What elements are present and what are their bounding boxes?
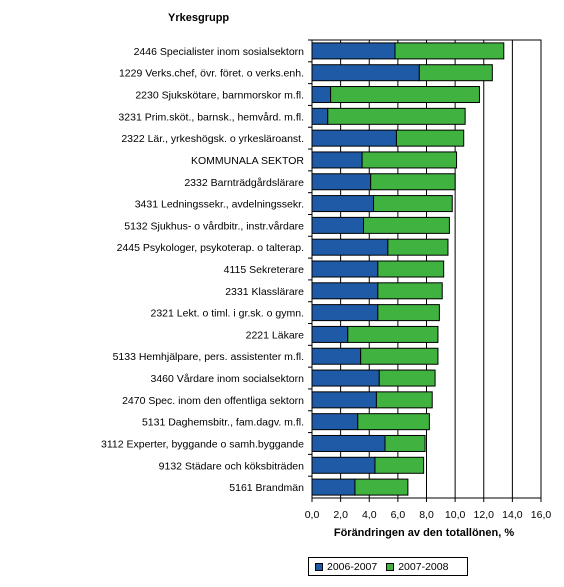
- legend-item-series-1: 2006-2007: [315, 561, 377, 573]
- category-label: 3431 Ledningssekr., avdelningssekr.: [135, 199, 304, 211]
- bar-series-1: [311, 369, 380, 387]
- bar-series-1: [311, 195, 375, 213]
- bar-series-2: [384, 434, 426, 452]
- x-tick-label: 0,0: [305, 509, 320, 521]
- bar-series-1: [311, 325, 349, 343]
- category-label: 2322 Lär., yrkeshögsk. o yrkesläroanst.: [121, 133, 304, 145]
- bar-series-2: [374, 456, 425, 474]
- x-tick-label: 8,0: [419, 509, 434, 521]
- bar-series-1: [311, 151, 363, 169]
- legend-label-series-2: 2007-2008: [398, 560, 449, 573]
- bar-series-1: [311, 434, 386, 452]
- x-tick-label: 14,0: [502, 509, 523, 521]
- bars: [311, 42, 505, 496]
- bar-series-1: [311, 413, 359, 431]
- bar-series-1: [311, 216, 365, 234]
- category-label: 5161 Brandmän: [229, 482, 304, 494]
- bar-series-2: [347, 325, 439, 343]
- bar-series-2: [354, 478, 409, 496]
- category-label: 2332 Barnträdgårdslärare: [184, 177, 304, 189]
- bar-series-1: [311, 173, 372, 191]
- bar-series-2: [363, 216, 450, 234]
- bar-series-2: [370, 173, 456, 191]
- bar-series-1: [311, 260, 379, 278]
- category-label: 4115 Sekreterare: [224, 264, 305, 276]
- legend-swatch-series-1: [315, 562, 323, 571]
- bar-series-2: [387, 238, 449, 256]
- bar-series-2: [377, 260, 445, 278]
- category-label: 2331 Klasslärare: [225, 286, 304, 298]
- x-tick-label: 10,0: [445, 509, 466, 521]
- bar-series-1: [311, 347, 362, 365]
- bar-series-2: [378, 369, 436, 387]
- category-header: Yrkesgrupp: [168, 12, 229, 24]
- bar-series-1: [311, 64, 420, 82]
- x-tick-label: 6,0: [391, 509, 406, 521]
- category-label: 2446 Specialister inom sosialsektorn: [134, 46, 305, 58]
- bar-series-2: [394, 42, 505, 60]
- bar-series-1: [311, 86, 332, 104]
- bar-series-2: [418, 64, 493, 82]
- bar-series-1: [311, 304, 379, 322]
- x-tick-label: 2,0: [333, 509, 348, 521]
- category-label: 9132 Städare och köksbiträden: [159, 460, 305, 472]
- bar-series-2: [373, 195, 453, 213]
- category-label: 2445 Psykologer, psykoterap. o talterap.: [117, 242, 304, 254]
- bar-series-1: [311, 107, 329, 125]
- bar-series-2: [377, 282, 443, 300]
- bar-series-1: [311, 456, 376, 474]
- legend-label-series-1: 2006-2007: [327, 560, 378, 573]
- legend: 2006-2007 2007-2008: [308, 557, 468, 576]
- bar-series-1: [311, 129, 397, 147]
- x-tick-label: 4,0: [362, 509, 377, 521]
- bar-series-1: [311, 42, 396, 60]
- category-label: 2321 Lekt. o timl. i gr.sk. o gymn.: [151, 308, 305, 320]
- legend-swatch-series-2: [386, 562, 395, 571]
- category-label: 5132 Sjukhus- o vårdbitr., instr.vårdare: [124, 220, 304, 232]
- category-label: 2230 Sjukskötare, barnmorskor m.fl.: [135, 90, 304, 102]
- tick-labels: 0,0 2,0 4,0 6,0 8,0 10,0 12,0 14,0 16,0: [305, 509, 552, 521]
- bar-series-1: [311, 238, 389, 256]
- category-label: 3460 Vårdare inom socialsektorn: [150, 373, 304, 385]
- category-label: 1229 Verks.chef, övr. föret. o verks.enh…: [119, 68, 304, 80]
- bar-series-2: [357, 413, 430, 431]
- x-tick-label: 16,0: [531, 509, 552, 521]
- category-label: 5133 Hemhjälpare, pers. assistenter m.fl…: [113, 351, 304, 363]
- bar-series-1: [311, 282, 379, 300]
- bar-series-2: [361, 151, 458, 169]
- bar-series-2: [375, 391, 433, 409]
- x-axis-label: Förändringen av den totallönen, %: [334, 527, 515, 539]
- bar-series-1: [311, 391, 377, 409]
- bar-series-2: [360, 347, 439, 365]
- legend-item-series-2: 2007-2008: [386, 561, 448, 573]
- axis: [308, 39, 542, 502]
- bar-series-2: [330, 86, 480, 104]
- x-tick-label: 12,0: [474, 509, 495, 521]
- category-label: KOMMUNALA SEKTOR: [191, 155, 304, 167]
- category-label: 3231 Prim.sköt., barnsk., hemvård. m.fl.: [118, 111, 304, 123]
- category-label: 5131 Daghemsbitr., fam.dagv. m.fl.: [142, 417, 304, 429]
- category-label: 2470 Spec. inom den offentliga sektorn: [122, 395, 304, 407]
- bar-series-2: [395, 129, 465, 147]
- category-labels: 2446 Specialister inom sosialsektorn 1229…: [101, 46, 304, 494]
- bar-series-1: [311, 478, 356, 496]
- bar-series-2: [327, 107, 466, 125]
- category-label: 2221 Läkare: [246, 329, 305, 341]
- bar-series-2: [377, 304, 440, 322]
- category-label: 3112 Experter, byggande o samh.byggande: [101, 438, 304, 450]
